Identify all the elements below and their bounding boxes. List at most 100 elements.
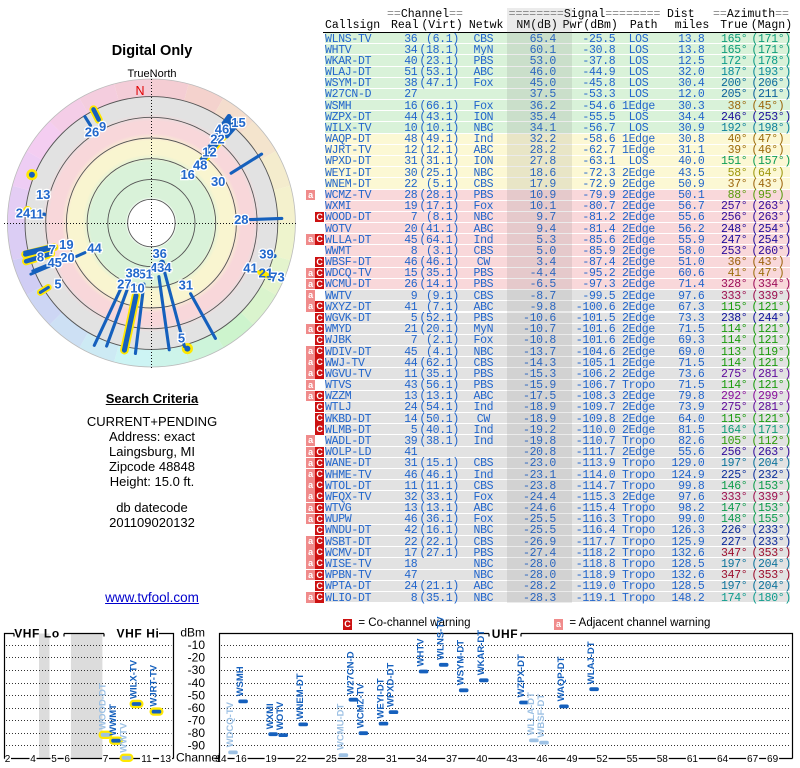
svg-text:40: 40	[476, 754, 488, 765]
svg-text:WZPX-DT: WZPX-DT	[516, 654, 527, 697]
svg-text:~: ~	[267, 272, 274, 284]
svg-text:19: 19	[59, 237, 73, 252]
svg-text:31: 31	[179, 278, 193, 293]
svg-text:43: 43	[506, 754, 518, 765]
svg-text:48: 48	[193, 158, 207, 173]
svg-text:67: 67	[747, 754, 759, 765]
svg-text:-10: -10	[188, 638, 206, 652]
svg-text:37: 37	[446, 754, 458, 765]
svg-text:15: 15	[231, 115, 245, 130]
svg-text:VHF Lo: VHF Lo	[14, 627, 60, 641]
svg-text:34: 34	[416, 754, 428, 765]
svg-text:22: 22	[296, 754, 308, 765]
svg-text:24: 24	[16, 206, 31, 221]
svg-text:7: 7	[49, 242, 56, 257]
svg-text:WLAJ-DT: WLAJ-DT	[586, 641, 597, 684]
svg-text:WSMH: WSMH	[235, 666, 246, 696]
svg-text:TrueNorth: TrueNorth	[127, 68, 176, 80]
svg-text:19: 19	[266, 754, 278, 765]
svg-text:WPXD-DT: WPXD-DT	[386, 663, 397, 708]
svg-text:WCMU-DT: WCMU-DT	[335, 703, 346, 750]
svg-text:WBSF-DT: WBSF-DT	[536, 694, 547, 738]
svg-text:46: 46	[536, 754, 548, 765]
svg-text:WWTV: WWTV	[119, 722, 130, 753]
svg-text:36: 36	[152, 246, 166, 261]
svg-text:-50: -50	[188, 688, 206, 702]
svg-text:28: 28	[234, 212, 248, 227]
svg-text:13: 13	[160, 754, 172, 765]
svg-text:WJRT-TV: WJRT-TV	[149, 664, 160, 706]
svg-text:7: 7	[103, 754, 109, 765]
svg-text:26: 26	[85, 125, 99, 140]
svg-text:4: 4	[30, 754, 36, 765]
svg-text:5: 5	[54, 277, 61, 292]
svg-text:22: 22	[210, 132, 224, 147]
svg-text:44: 44	[87, 240, 102, 255]
svg-text:27: 27	[117, 277, 131, 292]
svg-text:61: 61	[687, 754, 699, 765]
svg-text:W27CN-D: W27CN-D	[345, 651, 356, 694]
svg-text:58: 58	[657, 754, 669, 765]
svg-text:5: 5	[51, 754, 57, 765]
svg-text:WILX-TV: WILX-TV	[129, 659, 140, 699]
svg-text:UHF: UHF	[492, 627, 518, 641]
svg-text:11: 11	[30, 207, 44, 222]
svg-text:31: 31	[386, 754, 398, 765]
svg-text:34: 34	[157, 260, 172, 275]
svg-text:WXMI: WXMI	[265, 703, 276, 729]
svg-text:dBm: dBm	[180, 626, 205, 640]
svg-text:13: 13	[36, 187, 50, 202]
svg-text:-90: -90	[188, 739, 206, 753]
svg-text:WLLA-DT: WLLA-DT	[526, 692, 537, 735]
svg-text:28: 28	[356, 754, 368, 765]
svg-text:6: 6	[64, 754, 70, 765]
svg-text:45: 45	[47, 255, 61, 270]
svg-text:-40: -40	[188, 676, 206, 690]
svg-text:WLNS-TV: WLNS-TV	[436, 616, 447, 660]
svg-text:10: 10	[130, 281, 144, 296]
svg-text:-20: -20	[188, 651, 206, 665]
svg-text:WWMT: WWMT	[108, 704, 119, 736]
svg-text:20: 20	[60, 250, 74, 265]
svg-text:41: 41	[243, 261, 257, 276]
svg-text:52: 52	[597, 754, 609, 765]
svg-text:WOOD-DT: WOOD-DT	[98, 683, 109, 730]
svg-text:WCMZ-TV: WCMZ-TV	[355, 683, 366, 729]
svg-text:9: 9	[99, 119, 106, 134]
svg-text:39: 39	[259, 247, 273, 262]
svg-text:WAQP-DT: WAQP-DT	[556, 656, 567, 701]
svg-text:49: 49	[566, 754, 578, 765]
svg-text:VHF Hi: VHF Hi	[117, 627, 160, 641]
svg-text:WEYI-DT: WEYI-DT	[376, 678, 387, 718]
svg-text:38: 38	[125, 266, 139, 281]
svg-text:55: 55	[627, 754, 639, 765]
svg-text:46: 46	[215, 122, 229, 137]
svg-text:73: 73	[270, 270, 284, 285]
svg-text:WDCQ-TV: WDCQ-TV	[225, 701, 236, 747]
svg-text:16: 16	[236, 754, 248, 765]
svg-text:12: 12	[202, 145, 216, 160]
svg-text:69: 69	[767, 754, 779, 765]
svg-text:-70: -70	[188, 714, 206, 728]
svg-text:WOTV: WOTV	[275, 701, 286, 730]
svg-text:-30: -30	[188, 663, 206, 677]
svg-text:64: 64	[717, 754, 729, 765]
svg-text:30: 30	[211, 174, 225, 189]
svg-text:40: 40	[150, 260, 164, 275]
svg-text:WKAR-DT: WKAR-DT	[476, 630, 487, 676]
svg-text:WNEM-DT: WNEM-DT	[295, 673, 306, 719]
svg-text:21: 21	[259, 266, 273, 281]
svg-text:-60: -60	[188, 701, 206, 715]
svg-text:8: 8	[37, 249, 44, 264]
svg-text:WSYM-DT: WSYM-DT	[456, 640, 467, 686]
svg-text:5: 5	[178, 331, 185, 346]
svg-text:WHTV: WHTV	[416, 638, 427, 667]
svg-text:16: 16	[180, 167, 194, 182]
svg-text:2: 2	[5, 754, 11, 765]
svg-text:25: 25	[326, 754, 338, 765]
svg-text:-80: -80	[188, 726, 206, 740]
svg-text:N: N	[135, 84, 144, 98]
svg-text:Channel: Channel	[176, 751, 221, 765]
svg-text:14: 14	[215, 754, 227, 765]
svg-text:11: 11	[141, 754, 152, 765]
